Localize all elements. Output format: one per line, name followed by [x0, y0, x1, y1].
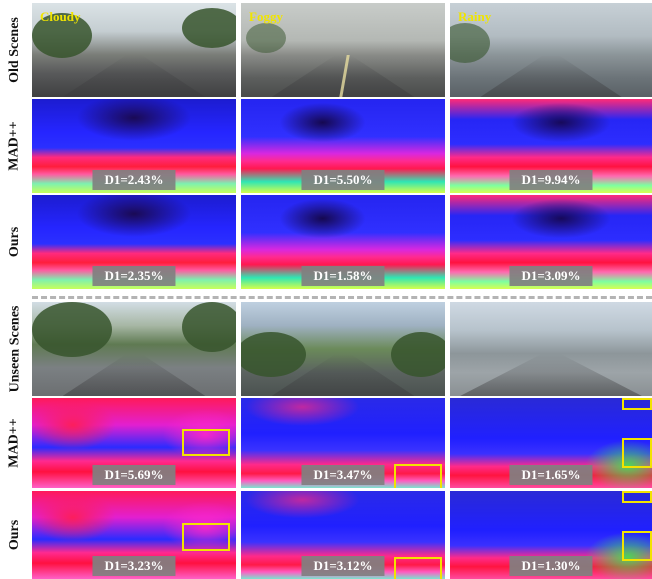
ours-unseen-rainy-disparity: D1=1.30% [450, 491, 652, 579]
madpp-old-foggy-disparity: D1=5.50% [241, 99, 445, 193]
weather-label-rainy: Rainy [458, 9, 492, 24]
madpp-old-rainy-disparity: D1=9.94% [450, 99, 652, 193]
old-scene-rainy-image: Rainy [450, 3, 652, 97]
d1-metric: D1=5.50% [301, 170, 385, 190]
highlight-box [394, 464, 442, 488]
madpp-unseen-cloudy-disparity: D1=5.69% [32, 398, 236, 488]
highlight-box [182, 429, 230, 456]
highlight-box [622, 398, 652, 410]
ours-old-foggy-disparity: D1=1.58% [241, 195, 445, 289]
d1-metric: D1=3.47% [301, 465, 385, 485]
weather-label-foggy: Foggy [249, 9, 283, 24]
weather-label-cloudy: Cloudy [40, 9, 81, 24]
row-label-madpp-unseen: MAD++ [7, 418, 23, 468]
d1-metric: D1=1.30% [509, 556, 593, 576]
row-label-ours-old: Ours [7, 226, 22, 258]
d1-metric: D1=5.69% [92, 465, 176, 485]
section-divider [32, 296, 652, 299]
d1-metric: D1=3.12% [301, 556, 385, 576]
ours-old-cloudy-disparity: D1=2.35% [32, 195, 236, 289]
madpp-unseen-foggy-disparity: D1=3.47% [241, 398, 445, 488]
old-scene-foggy-image: Foggy [241, 3, 445, 97]
highlight-box [394, 557, 442, 579]
d1-metric: D1=3.09% [509, 266, 593, 286]
d1-metric: D1=1.58% [301, 266, 385, 286]
ours-unseen-foggy-disparity: D1=3.12% [241, 491, 445, 579]
highlight-box [622, 531, 652, 561]
d1-metric: D1=2.35% [92, 266, 176, 286]
row-label-unseen-scenes: Unseen Scenes [7, 305, 23, 393]
d1-metric: D1=2.43% [92, 170, 176, 190]
unseen-scene-rainy-image [450, 302, 652, 396]
ours-old-rainy-disparity: D1=3.09% [450, 195, 652, 289]
d1-metric: D1=9.94% [509, 170, 593, 190]
row-label-old-scenes: Old Scenes [7, 17, 23, 83]
madpp-old-cloudy-disparity: D1=2.43% [32, 99, 236, 193]
row-label-madpp-old: MAD++ [7, 121, 23, 171]
highlight-box [622, 438, 652, 468]
unseen-scene-cloudy-image [32, 302, 236, 396]
ours-unseen-cloudy-disparity: D1=3.23% [32, 491, 236, 579]
unseen-scene-foggy-image [241, 302, 445, 396]
highlight-box [622, 491, 652, 503]
madpp-unseen-rainy-disparity: D1=1.65% [450, 398, 652, 488]
d1-metric: D1=3.23% [92, 556, 176, 576]
row-label-ours-unseen: Ours [7, 519, 22, 551]
d1-metric: D1=1.65% [509, 465, 593, 485]
highlight-box [182, 523, 230, 551]
old-scene-cloudy-image: Cloudy [32, 3, 236, 97]
